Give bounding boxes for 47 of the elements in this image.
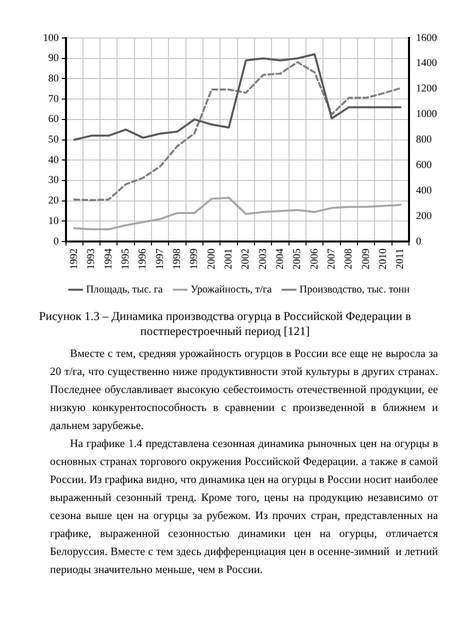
text: Вместе с тем, средняя урожайность огурцов в России все еще не выросла за 20 т/га, что существенно ниже продуктивности этой культуры в других странах. Последнее обуславливает высокую себестоимость отечественной продукции, ее низкую конкурентоспособность в сравнении с произведенной в ближнем и дальнем зарубежье. [50, 347, 438, 434]
x-tick-label: 1993 [86, 248, 98, 270]
text: На графике 1.4 представлена сезонная динамика рыночных цен на огурцы в основных странах торгового окружения Российской Федерации. а также в самой России. Из графика видно, что динамика цен на огурцы в России носит наиболее выраженный сезонный тренд. Кроме того, цены на продукцию независимо от сезона выше цен на огурцы за рубежом. Из прочих стран, представленных на графике, выраженной сезонностью динамики цен на огурцы, отличается Белоруссия. Вместе с тем здесь дифференциация цен в осенне-зимний и летний периоды значительно меньше, чем в России. [50, 437, 438, 578]
y2-tick-label: 1200 [416, 84, 437, 95]
y2-tick-label: 400 [416, 185, 432, 196]
text: Рисунок 1.3 – Динамика производства огурца в Российской Федерации в постперестроечный период [121] [38, 309, 412, 339]
line-series [73, 61, 402, 202]
y2-tick-label: 600 [416, 160, 432, 171]
x-tick-label: 2011 [395, 248, 406, 270]
y-tick-label: 0 [54, 236, 59, 248]
y2-tick-label: 800 [416, 134, 432, 146]
x-tick-label: 1998 [172, 248, 184, 270]
y-tick-label: 70 [48, 94, 59, 105]
y2-tick-label: 200 [416, 210, 432, 222]
y-tick-label: 20 [48, 196, 59, 207]
y-tick-label: 40 [48, 154, 59, 166]
x-tick-label: 1996 [138, 248, 149, 270]
y-tick-label: 10 [48, 216, 59, 227]
y-tick-label: 80 [48, 73, 59, 84]
y2-tick-label: 1400 [416, 58, 437, 70]
y-tick-label: 50 [48, 134, 59, 146]
x-tick-label: 2009 [360, 248, 372, 270]
x-tick-label: 2007 [326, 248, 338, 270]
y2-tick-label: 0 [416, 236, 422, 248]
x-tick-label: 2002 [240, 248, 252, 270]
y-tick-label: 60 [48, 114, 59, 126]
x-tick-label: 1992 [69, 248, 80, 270]
x-tick-label: 2003 [258, 248, 269, 270]
y-tick-label: 100 [43, 32, 59, 44]
x-tick-label: 2008 [344, 248, 355, 270]
y-tick-label: 90 [48, 53, 59, 64]
y2-tick-label: 1600 [416, 32, 437, 44]
x-tick-label: 2010 [378, 248, 390, 270]
legend-label: Урожайность, т/га [190, 284, 272, 296]
x-tick-label: 2004 [275, 248, 286, 270]
x-tick-label: 1995 [120, 248, 132, 270]
x-tick-label: 2006 [309, 248, 320, 270]
legend-label: Производство, тыс. тонн [299, 284, 410, 296]
legend-label: Площадь, тыс. га [86, 284, 164, 296]
x-tick-label: 1997 [154, 248, 166, 270]
x-tick-label: 2000 [206, 248, 218, 270]
y-tick-label: 30 [48, 175, 59, 186]
x-tick-label: 2005 [292, 248, 304, 270]
x-tick-label: 1994 [103, 248, 114, 270]
y2-tick-label: 1000 [416, 109, 437, 120]
x-tick-label: 2001 [224, 248, 235, 270]
x-tick-label: 1999 [189, 248, 200, 270]
